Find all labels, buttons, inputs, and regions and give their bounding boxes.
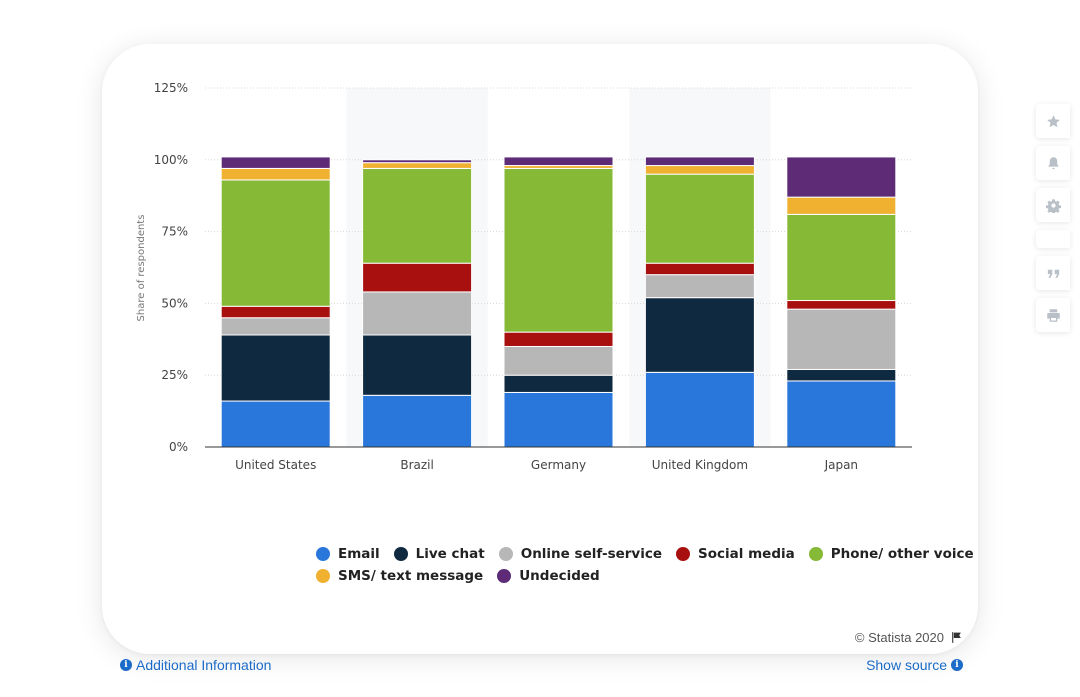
bar-brazil-sms-text-message[interactable] — [362, 162, 473, 169]
legend-label: Live chat — [415, 546, 485, 562]
flag-icon — [952, 632, 961, 643]
y-tick-label: 100% — [154, 153, 188, 167]
bar-brazil-social-media[interactable] — [362, 262, 473, 293]
show-source-link[interactable]: Show source i — [866, 657, 963, 673]
legend-label: Online self-service — [520, 546, 663, 562]
bar-united-states-online-self-service[interactable] — [220, 317, 331, 336]
notification-button[interactable] — [1036, 146, 1070, 180]
legend-item-online-self-service[interactable]: Online self-service — [498, 545, 663, 563]
bar-germany-undecided[interactable] — [503, 156, 614, 167]
copyright-text: © Statista 2020 — [854, 630, 944, 645]
show-source-label: Show source — [866, 657, 947, 673]
bar-united-kingdom-sms-text-message[interactable] — [644, 165, 755, 175]
y-tick-label: 50% — [161, 296, 188, 310]
legend: Email Live chat Online self-service Social … — [316, 545, 976, 585]
legend-marker — [808, 547, 823, 561]
x-tick-label: United Kingdom — [652, 458, 748, 472]
bar-japan-phone-other-voice[interactable] — [786, 213, 897, 302]
bar-united-states-phone-other-voice[interactable] — [220, 179, 331, 307]
gear-icon — [1045, 198, 1061, 213]
legend-item-email[interactable]: Email — [316, 545, 380, 563]
bar-brazil-undecided[interactable] — [362, 159, 473, 164]
print-button[interactable] — [1036, 298, 1070, 332]
y-axis-label: Share of respondents — [136, 215, 147, 322]
bar-japan-email[interactable] — [786, 380, 897, 448]
bar-japan-sms-text-message[interactable] — [786, 196, 897, 215]
legend-item-phone-other-voice[interactable]: Phone/ other voice — [808, 545, 974, 563]
bar-germany-online-self-service[interactable] — [503, 345, 614, 376]
bar-japan-social-media[interactable] — [786, 300, 897, 310]
bar-brazil-phone-other-voice[interactable] — [362, 167, 473, 264]
additional-information-label: Additional Information — [136, 657, 272, 673]
bar-brazil-live-chat[interactable] — [362, 334, 473, 396]
bar-japan-live-chat[interactable] — [786, 368, 897, 382]
bar-united-states-undecided[interactable] — [220, 156, 331, 169]
toolbar-spacer-button[interactable] — [1036, 230, 1070, 248]
y-tick-label: 75% — [161, 225, 188, 239]
star-icon — [1046, 114, 1060, 127]
cite-button[interactable] — [1036, 256, 1070, 290]
bar-united-states-email[interactable] — [220, 400, 331, 448]
legend-marker — [316, 569, 330, 583]
bar-japan-undecided[interactable] — [786, 156, 897, 198]
legend-marker — [316, 547, 330, 561]
source-info-icon: i — [951, 659, 963, 671]
settings-button[interactable] — [1036, 188, 1070, 222]
legend-item-undecided[interactable]: Undecided — [497, 567, 600, 585]
additional-information-link[interactable]: i Additional Information — [120, 657, 271, 673]
bar-united-kingdom-online-self-service[interactable] — [644, 274, 755, 299]
y-tick-label: 25% — [161, 368, 188, 382]
x-tick-label: Germany — [531, 458, 586, 472]
bar-united-kingdom-live-chat[interactable] — [644, 297, 755, 373]
bar-united-kingdom-undecided[interactable] — [644, 156, 755, 167]
x-tick-label: United States — [235, 458, 316, 472]
legend-marker — [497, 569, 512, 583]
bar-japan-online-self-service[interactable] — [786, 308, 897, 370]
bar-united-kingdom-email[interactable] — [644, 371, 755, 448]
legend-marker — [393, 547, 408, 561]
quote-icon — [1047, 269, 1059, 278]
y-tick-label: 0% — [169, 440, 188, 454]
bar-germany-email[interactable] — [503, 391, 614, 448]
y-tick-label: 125% — [154, 81, 188, 95]
copyright: © Statista 2020 — [855, 630, 963, 645]
info-icon: i — [120, 659, 132, 671]
bar-brazil-online-self-service[interactable] — [362, 291, 473, 336]
bar-united-kingdom-phone-other-voice[interactable] — [644, 173, 755, 264]
legend-item-sms-text-message[interactable]: SMS/ text message — [316, 567, 483, 585]
bar-germany-social-media[interactable] — [503, 331, 614, 347]
toolbar — [1036, 104, 1070, 340]
legend-label: SMS/ text message — [338, 568, 484, 584]
legend-item-social-media[interactable]: Social media — [676, 545, 795, 563]
legend-label: Phone/ other voice — [830, 546, 974, 562]
bar-germany-live-chat[interactable] — [503, 374, 614, 393]
bell-icon — [1048, 156, 1058, 169]
x-tick-label: Japan — [824, 458, 858, 472]
legend-label: Email — [338, 546, 380, 562]
bar-united-states-sms-text-message[interactable] — [220, 167, 331, 181]
bar-united-kingdom-social-media[interactable] — [644, 262, 755, 276]
legend-label: Undecided — [519, 568, 600, 584]
legend-marker — [676, 547, 691, 561]
legend-item-live-chat[interactable]: Live chat — [393, 545, 485, 563]
x-tick-label: Brazil — [400, 458, 434, 472]
bar-germany-phone-other-voice[interactable] — [503, 167, 614, 333]
bar-brazil-email[interactable] — [362, 394, 473, 448]
bar-united-states-live-chat[interactable] — [220, 334, 331, 402]
favorite-button[interactable] — [1036, 104, 1070, 138]
legend-marker — [498, 547, 513, 561]
chart: 0% 25% 50% 75% 100% 125% Share of respondents U… — [136, 81, 912, 472]
print-icon — [1046, 308, 1060, 322]
legend-label: Social media — [698, 546, 795, 562]
bar-united-states-social-media[interactable] — [220, 305, 331, 319]
chart-card: 0% 25% 50% 75% 100% 125% Share of respondents U… — [102, 44, 1070, 673]
